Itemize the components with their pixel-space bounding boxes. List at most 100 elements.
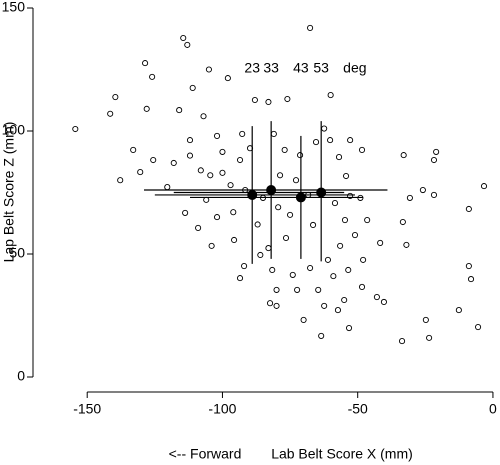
point: [294, 286, 301, 293]
point: [465, 262, 472, 270]
point: [287, 211, 294, 218]
point: [265, 98, 272, 106]
point: [373, 293, 380, 301]
point: [300, 316, 307, 323]
point: [307, 24, 314, 31]
point: [347, 137, 354, 144]
point: [330, 273, 337, 280]
point: [343, 172, 350, 180]
point: [149, 73, 156, 80]
point: [321, 302, 328, 309]
mean-point: [247, 189, 258, 200]
point: [137, 169, 144, 176]
point: [455, 307, 462, 314]
point: [205, 66, 212, 73]
point: [433, 148, 440, 155]
point: [310, 221, 317, 229]
point: [269, 266, 276, 274]
point: [241, 262, 248, 270]
point: [150, 156, 157, 164]
y-tick-label: 150: [2, 0, 26, 15]
point: [430, 156, 438, 164]
point: [270, 130, 277, 138]
point: [184, 41, 191, 48]
point: [318, 332, 325, 339]
point: [275, 204, 282, 211]
point: [465, 205, 472, 213]
point: [189, 84, 196, 91]
point: [327, 137, 334, 144]
point: [117, 177, 124, 184]
point: [277, 172, 284, 179]
point: [213, 214, 221, 221]
point: [360, 256, 367, 263]
point: [284, 95, 291, 103]
x-axis-note: <-- Forward: [169, 446, 242, 462]
point: [331, 200, 339, 207]
point: [273, 302, 280, 309]
point: [236, 275, 244, 282]
point: [307, 264, 314, 272]
point: [195, 224, 202, 231]
point: [297, 152, 304, 159]
angle-label: 53: [313, 60, 329, 76]
x-tick-label: -50: [348, 401, 368, 417]
mean-point: [266, 185, 277, 196]
point: [337, 242, 344, 249]
point: [399, 218, 406, 226]
point: [164, 184, 171, 191]
y-tick-label: 50: [9, 245, 25, 261]
point: [251, 96, 258, 104]
point: [254, 221, 261, 228]
x-tick-label: 0: [489, 401, 497, 417]
point: [426, 334, 433, 341]
point: [180, 34, 187, 42]
point: [219, 148, 226, 155]
angle-label: 23: [244, 60, 260, 76]
point: [324, 256, 331, 263]
point: [480, 183, 488, 190]
point: [236, 156, 244, 164]
point: [351, 232, 359, 239]
point: [341, 296, 348, 304]
point: [257, 251, 264, 259]
y-tick-label: 100: [2, 122, 26, 138]
point: [292, 177, 300, 184]
point: [265, 245, 272, 252]
point: [467, 276, 475, 283]
point: [186, 137, 194, 144]
point: [197, 167, 204, 174]
point: [112, 94, 119, 101]
point: [312, 139, 320, 146]
x-tick-label: -150: [73, 401, 101, 417]
mean-point: [295, 192, 306, 203]
point: [231, 236, 238, 244]
point: [335, 154, 343, 161]
point: [475, 324, 482, 331]
angle-label: 43: [293, 60, 309, 76]
mean-point: [316, 187, 327, 198]
point: [107, 110, 114, 117]
point: [170, 159, 177, 167]
point: [345, 324, 353, 332]
point: [403, 241, 410, 248]
point: [347, 192, 354, 199]
point: [142, 60, 149, 67]
point: [430, 191, 438, 199]
point: [327, 92, 334, 99]
point: [203, 196, 210, 203]
point: [289, 271, 296, 278]
point: [406, 194, 413, 201]
point: [364, 216, 371, 224]
point: [200, 113, 207, 120]
point: [208, 242, 215, 249]
point: [219, 169, 226, 176]
point: [227, 182, 234, 189]
point: [334, 307, 342, 314]
point: [72, 125, 79, 133]
point: [419, 186, 426, 194]
point: [224, 75, 231, 82]
point: [176, 107, 183, 114]
point: [186, 152, 194, 159]
